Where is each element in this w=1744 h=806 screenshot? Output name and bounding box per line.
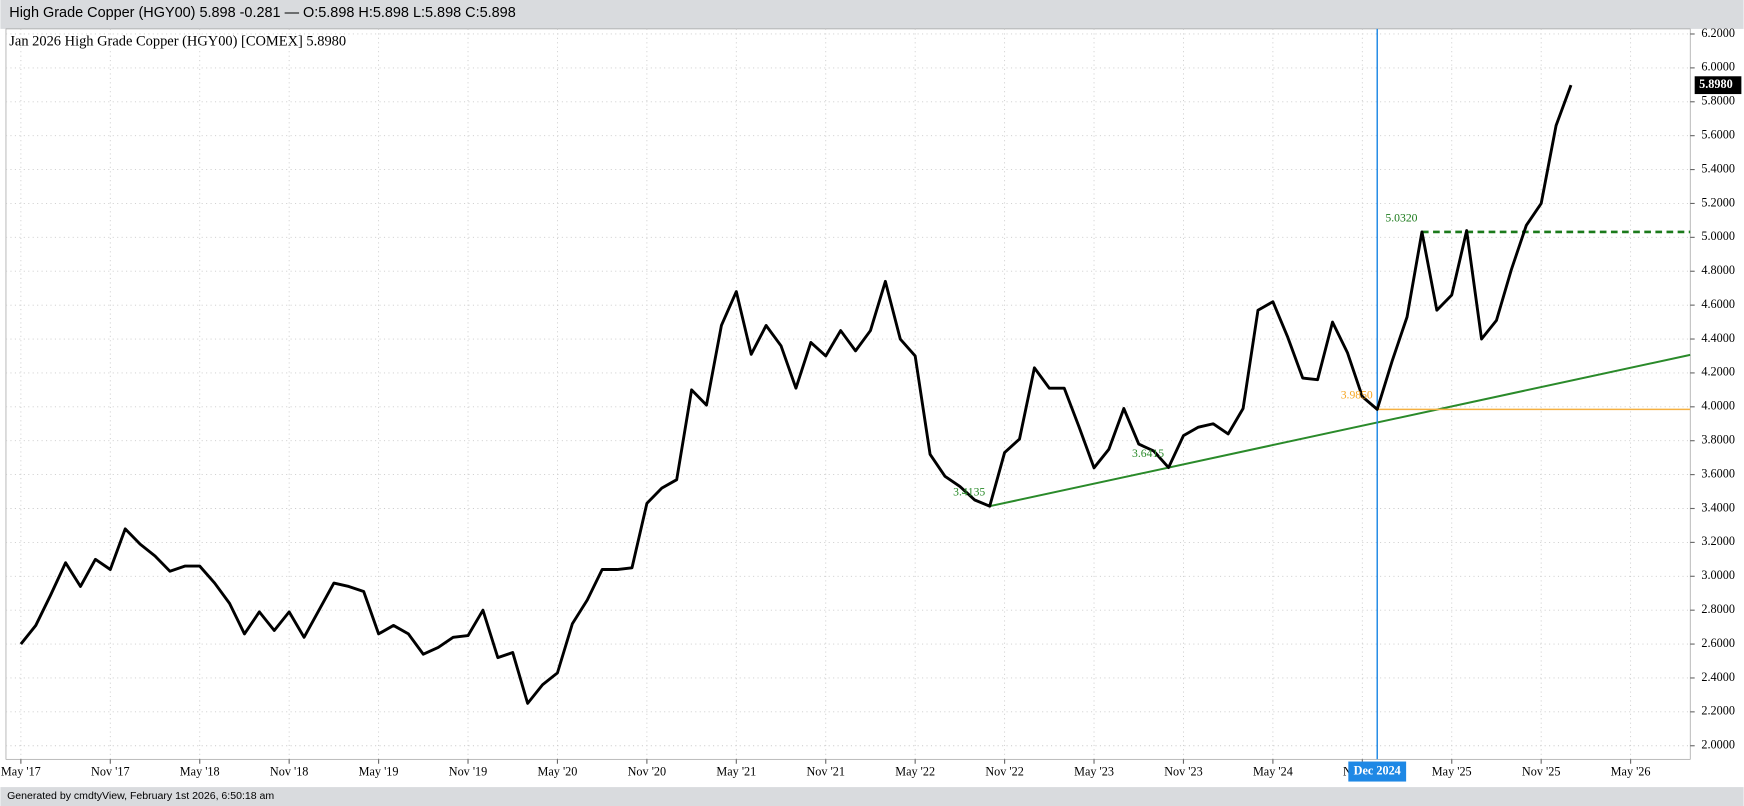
x-tick-label: Nov '19 bbox=[449, 764, 488, 778]
y-tick-label: 2.4000 bbox=[1701, 670, 1735, 684]
price-line bbox=[19, 84, 1573, 705]
x-tick-label: Nov '25 bbox=[1522, 764, 1561, 778]
y-tick-label: 6.2000 bbox=[1701, 26, 1735, 40]
chart-title: Jan 2026 High Grade Copper (HGY00) [COME… bbox=[9, 34, 346, 50]
x-tick-label: May '19 bbox=[359, 764, 399, 778]
point-label: 5.0320 bbox=[1385, 211, 1417, 224]
y-tick-label: 3.0000 bbox=[1701, 568, 1735, 582]
x-tick-label: May '17 bbox=[1, 764, 41, 778]
plot-area bbox=[5, 28, 1691, 760]
x-tick-label: May '26 bbox=[1611, 764, 1651, 778]
y-tick-label: 4.2000 bbox=[1701, 365, 1735, 379]
x-tick-label: May '20 bbox=[538, 764, 578, 778]
y-tick-label: 5.6000 bbox=[1701, 127, 1735, 141]
last-value-label: 5.8980 bbox=[1699, 77, 1733, 91]
y-tick-label: 4.6000 bbox=[1701, 297, 1735, 311]
x-tick-label: May '18 bbox=[180, 764, 220, 778]
y-tick-label: 4.4000 bbox=[1701, 331, 1735, 345]
y-tick-label: 6.0000 bbox=[1701, 60, 1735, 74]
footer-text: Generated by cmdtyView, February 1st 202… bbox=[7, 790, 274, 802]
x-tick-label: Nov '20 bbox=[628, 764, 667, 778]
x-tick-label: May '23 bbox=[1074, 764, 1114, 778]
header-text: High Grade Copper (HGY00) 5.898 -0.281 —… bbox=[9, 5, 515, 21]
y-tick-label: 3.2000 bbox=[1701, 534, 1735, 548]
x-tick-label: May '22 bbox=[895, 764, 935, 778]
x-tick-label: Nov '23 bbox=[1164, 764, 1203, 778]
footer-bar bbox=[0, 787, 1744, 806]
point-label: 3.6415 bbox=[1132, 447, 1164, 460]
x-tick-label: May '21 bbox=[716, 764, 756, 778]
x-tick-label: May '25 bbox=[1432, 764, 1472, 778]
y-tick-label: 2.0000 bbox=[1701, 738, 1735, 752]
y-tick-label: 2.8000 bbox=[1701, 602, 1735, 616]
y-tick-label: 4.8000 bbox=[1701, 263, 1735, 277]
y-tick-label: 2.2000 bbox=[1701, 704, 1735, 718]
y-tick-label: 5.4000 bbox=[1701, 161, 1735, 175]
y-tick-label: 2.6000 bbox=[1701, 636, 1735, 650]
point-label: 3.4135 bbox=[953, 486, 985, 499]
reference-label-box bbox=[1348, 761, 1407, 782]
x-tick-label: Nov '22 bbox=[985, 764, 1024, 778]
trendline bbox=[989, 353, 1691, 508]
y-tick-label: 3.8000 bbox=[1701, 433, 1735, 447]
y-tick-label: 5.2000 bbox=[1701, 195, 1735, 209]
y-tick-label: 5.8000 bbox=[1701, 94, 1735, 108]
y-tick-label: 3.6000 bbox=[1701, 466, 1735, 480]
y-tick-label: 3.4000 bbox=[1701, 500, 1735, 514]
y-tick-label: 4.0000 bbox=[1701, 399, 1735, 413]
last-value-box bbox=[1694, 76, 1742, 95]
x-tick-label: May '24 bbox=[1253, 764, 1293, 778]
reference-label: Dec 2024 bbox=[1354, 763, 1401, 777]
x-tick-label: Nov '18 bbox=[270, 764, 309, 778]
y-tick-label: 5.0000 bbox=[1701, 229, 1735, 243]
header-bar bbox=[0, 0, 1744, 29]
point-label: 3.9850 bbox=[1341, 389, 1373, 402]
x-tick-label: Nov '17 bbox=[91, 764, 130, 778]
x-tick-label: Nov '21 bbox=[806, 764, 845, 778]
